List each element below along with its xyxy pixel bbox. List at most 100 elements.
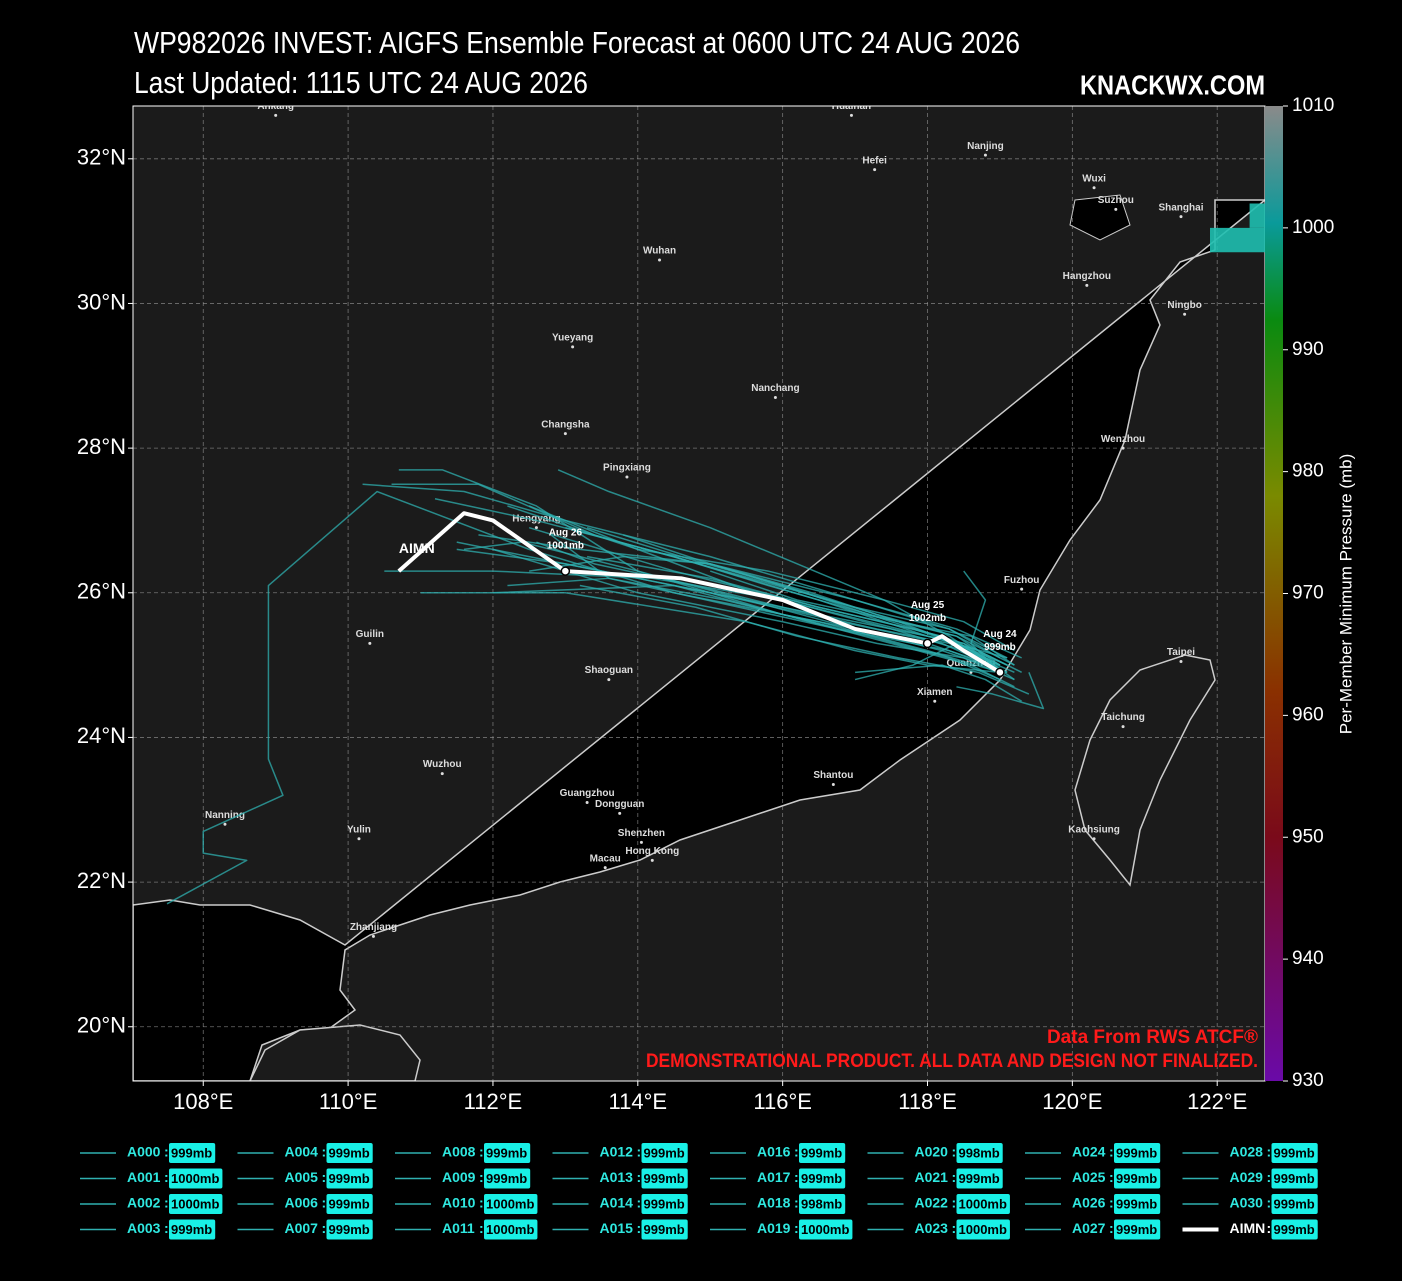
legend-label: A017	[757, 1169, 791, 1185]
city-label: Taichung	[1101, 712, 1145, 723]
x-tick-label: 118°E	[898, 1089, 957, 1114]
legend-label: A020	[915, 1144, 949, 1160]
legend-colon: :	[952, 1220, 957, 1236]
city-dot	[639, 840, 643, 844]
city-dot	[1092, 837, 1096, 841]
legend-colon: :	[1267, 1144, 1272, 1160]
legend-label: A002	[127, 1195, 161, 1211]
colorbar-tick-label: 980	[1292, 461, 1324, 482]
legend-colon: :	[1109, 1144, 1114, 1160]
legend-label: A013	[600, 1169, 634, 1185]
legend-value: 999mb	[1116, 1196, 1157, 1211]
legend-colon: :	[164, 1144, 169, 1160]
subtitle: Last Updated: 1115 UTC 24 AUG 2026	[134, 65, 588, 100]
city-label: Wuzhou	[423, 759, 462, 770]
legend-label: AIMN	[1230, 1220, 1266, 1236]
city-dot	[1121, 446, 1125, 450]
disclaimer: DEMONSTRATIONAL PRODUCT. ALL DATA AND DE…	[646, 1051, 1258, 1072]
legend-value-box	[1114, 1168, 1161, 1189]
legend-colon: :	[637, 1144, 642, 1160]
legend-value-box	[1271, 1219, 1318, 1240]
city-label: Macau	[590, 853, 621, 864]
legend-label: A014	[600, 1195, 634, 1211]
city-dot	[357, 837, 361, 841]
legend-colon: :	[794, 1195, 799, 1211]
track-pressure: 1001mb	[547, 541, 584, 552]
legend-value-box	[484, 1219, 538, 1240]
x-tick-label: 122°E	[1187, 1089, 1247, 1114]
legend-value-box	[641, 1143, 688, 1163]
colorbar-tick-label: 1010	[1292, 95, 1334, 116]
legend-colon: :	[794, 1144, 799, 1160]
city-dot	[274, 113, 278, 117]
legend-value-box	[169, 1219, 216, 1240]
city-label: Huainan	[832, 101, 871, 112]
ocean	[133, 199, 1265, 1081]
legend-value: 1000mb	[171, 1196, 219, 1211]
legend-value: 999mb	[801, 1145, 842, 1160]
legend-label: A007	[285, 1220, 319, 1236]
y-tick-label: 22°N	[77, 868, 126, 893]
legend-colon: :	[952, 1195, 957, 1211]
city-label: Xiamen	[917, 687, 953, 698]
legend-value-box	[1114, 1219, 1161, 1240]
legend-value-box	[1114, 1143, 1161, 1163]
legend-colon: :	[637, 1169, 642, 1185]
city-dot	[603, 866, 607, 870]
legend-value-box	[326, 1168, 373, 1189]
legend-colon: :	[1267, 1220, 1272, 1236]
legend-value-box	[1271, 1143, 1318, 1163]
city-dot	[1179, 659, 1183, 663]
track-date: Aug 26	[549, 528, 583, 539]
city-dot	[607, 678, 611, 682]
legend-label: A009	[442, 1169, 476, 1185]
legend-colon: :	[1109, 1195, 1114, 1211]
colorbar-tick-label: 970	[1292, 583, 1324, 604]
legend-value-box	[484, 1143, 531, 1163]
city-dot	[223, 822, 227, 826]
legend-value-box	[169, 1168, 223, 1189]
lake	[1069, 194, 1131, 241]
legend-colon: :	[322, 1169, 327, 1185]
legend-value-box	[1271, 1168, 1318, 1189]
city-dot	[658, 258, 662, 262]
city-dot	[1092, 186, 1096, 190]
legend-value: 999mb	[329, 1171, 370, 1186]
city-dot	[933, 699, 937, 703]
legend-value-box	[956, 1143, 1003, 1163]
legend-value: 1000mb	[486, 1196, 534, 1211]
legend-value: 998mb	[801, 1196, 842, 1211]
city-label: Fuzhou	[1004, 575, 1040, 586]
colorbar-tick-label: 1000	[1292, 217, 1334, 238]
pressure-histogram-bar	[1249, 203, 1265, 228]
legend-label: A015	[600, 1220, 634, 1236]
legend-value: 999mb	[644, 1222, 685, 1237]
colorbar-label: Per-Member Minimum Pressure (mb)	[1336, 454, 1355, 735]
y-tick-label: 28°N	[77, 434, 126, 459]
legend-colon: :	[322, 1144, 327, 1160]
legend-label: A008	[442, 1144, 476, 1160]
legend-value: 999mb	[171, 1145, 212, 1160]
city-label: Shanghai	[1158, 202, 1203, 213]
member-track	[478, 534, 1022, 659]
x-tick-label: 116°E	[753, 1089, 812, 1114]
city-label: Taipei	[1167, 647, 1195, 658]
member-track	[565, 526, 1015, 666]
legend-colon: :	[479, 1144, 484, 1160]
legend-colon: :	[479, 1220, 484, 1236]
legend-colon: :	[164, 1220, 169, 1236]
legend-colon: :	[479, 1195, 484, 1211]
city-label: Hangzhou	[1063, 271, 1111, 282]
legend-value: 999mb	[1116, 1222, 1157, 1237]
legend-value: 999mb	[486, 1145, 527, 1160]
city-label: Hengyang	[512, 513, 560, 524]
legend-value: 999mb	[1274, 1196, 1315, 1211]
legend-label: A010	[442, 1195, 476, 1211]
city-dot	[618, 811, 622, 815]
legend-value-box	[1271, 1194, 1318, 1214]
colorbar	[1265, 106, 1283, 1081]
city-label: Wenzhou	[1101, 434, 1145, 445]
map: Ankang Huainan Hefei Nanjing Wuxi Suzhou Shang…	[133, 101, 1265, 1081]
y-tick-label: 32°N	[77, 145, 126, 170]
